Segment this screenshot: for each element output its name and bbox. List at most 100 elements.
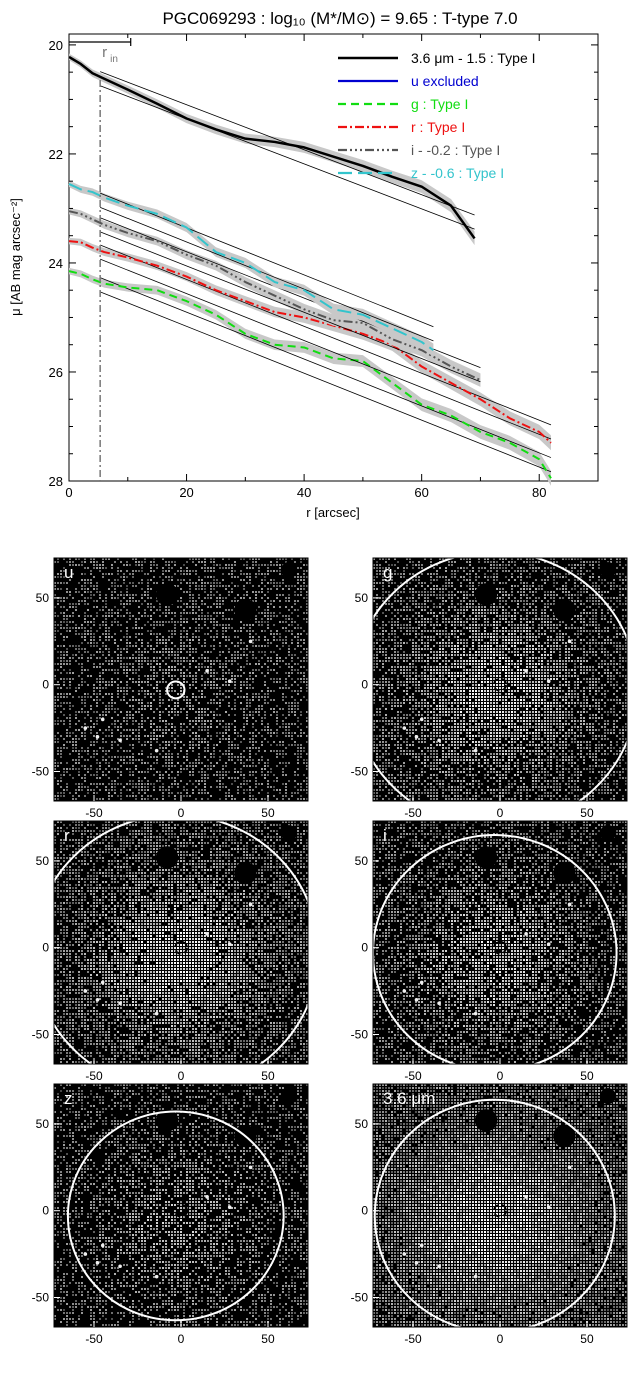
image-x-tick-label: 0 (178, 1332, 185, 1346)
masked-star (474, 846, 498, 869)
image-x-tick-label: 0 (497, 1332, 504, 1346)
bright-knot (524, 1195, 528, 1199)
image-x-tick-label: -50 (404, 1332, 422, 1346)
fit-line (100, 206, 434, 342)
fit-line (100, 85, 475, 230)
masked-star (553, 1124, 576, 1148)
bright-knot (95, 734, 100, 739)
x-tick-label: 80 (532, 485, 546, 500)
image-x-tick-label: -50 (404, 806, 422, 820)
masked-star (474, 1109, 498, 1132)
image-panel-4: z -50 -50 0 0 50 50 (32, 1083, 309, 1346)
image-x-tick-label: 0 (497, 1069, 504, 1083)
image-y-tick-label: 0 (42, 678, 49, 692)
aperture-ring (166, 680, 186, 700)
image-panel-3: i -50 -50 0 0 50 50 (351, 820, 628, 1083)
bright-knot (248, 902, 253, 907)
bright-knot (546, 1205, 551, 1210)
image-x-tick-label: 50 (261, 1069, 275, 1083)
image-y-tick-label: -50 (351, 764, 369, 778)
bright-knot (118, 738, 122, 743)
fit-line (100, 258, 552, 440)
image-x-tick-label: -50 (85, 1332, 103, 1346)
masked-star (280, 825, 297, 842)
masked-star (155, 846, 179, 869)
x-axis-label: r [arcsec] (306, 505, 359, 520)
image-panel-0: u -50 -50 0 0 50 50 (32, 557, 309, 820)
r-in-label: r (102, 44, 107, 61)
bright-knot (83, 1252, 88, 1256)
image-content (54, 1084, 308, 1327)
masked-star (599, 562, 616, 579)
image-y-tick-label: -50 (351, 1027, 369, 1041)
bright-knot (95, 997, 100, 1002)
panel-label: g (383, 563, 392, 582)
y-tick-label: 26 (49, 365, 63, 380)
series-band (69, 207, 481, 387)
image-panel-5: 3.6 μm -50 -50 0 0 50 50 (351, 1083, 628, 1346)
x-tick-label: 0 (65, 485, 72, 500)
masked-star (553, 598, 576, 622)
masked-star (599, 1088, 616, 1105)
bright-knot (546, 942, 551, 947)
legend-entry: z - -0.6 : Type I (411, 165, 504, 181)
image-content (373, 1084, 627, 1327)
plot-series (68, 53, 552, 486)
image-y-tick-label: 50 (355, 1117, 369, 1131)
plot-frame (68, 33, 599, 482)
panel-label: 3.6 μm (383, 1089, 435, 1108)
r-in-subscript: in (110, 54, 118, 65)
series-2 (68, 267, 552, 486)
legend: 3.6 μm - 1.5 : Type I u excluded g : Type … (338, 50, 536, 181)
series-band (69, 180, 434, 357)
center-marker (493, 940, 507, 955)
image-x-tick-label: 0 (178, 806, 185, 820)
center-marker (174, 940, 188, 955)
bright-knot (118, 1001, 122, 1006)
masked-star (599, 825, 616, 842)
image-y-tick-label: 50 (36, 1117, 50, 1131)
fit-line (100, 244, 552, 426)
x-tick-label: 20 (179, 485, 193, 500)
bright-knot (205, 932, 209, 936)
center-marker (493, 677, 507, 692)
legend-entry: r : Type I (411, 119, 465, 135)
image-panel-2: r -50 -50 0 0 50 50 (32, 820, 309, 1083)
bright-knot (402, 989, 407, 993)
bright-knot (414, 734, 419, 739)
masked-star (474, 583, 498, 606)
center-marker (174, 1203, 188, 1218)
bright-knot (248, 1165, 253, 1170)
image-content (54, 558, 308, 801)
series-line (68, 240, 552, 444)
image-y-tick-label: 0 (361, 941, 368, 955)
image-x-tick-label: -50 (85, 1069, 103, 1083)
fit-line (100, 231, 481, 383)
fit-line (100, 192, 434, 328)
fit-line (100, 277, 552, 458)
image-y-tick-label: -50 (32, 1290, 50, 1304)
masked-star (155, 1109, 179, 1132)
bright-knot (100, 980, 105, 985)
bright-knot (419, 980, 424, 985)
legend-entry: g : Type I (411, 96, 468, 112)
series-line (68, 183, 434, 351)
y-tick-label: 20 (49, 38, 63, 53)
bright-knot (473, 1011, 478, 1016)
image-x-tick-label: 50 (261, 806, 275, 820)
series-line (68, 210, 481, 382)
image-y-tick-label: 50 (36, 591, 50, 605)
image-y-tick-label: 50 (355, 854, 369, 868)
masked-star (280, 562, 297, 579)
fit-line (100, 291, 552, 473)
bright-knot (402, 1252, 407, 1256)
y-tick-label: 28 (49, 474, 63, 489)
aperture-ring (66, 1110, 285, 1322)
bright-knot (248, 639, 253, 644)
bright-knot (154, 748, 159, 753)
bright-knot (83, 726, 88, 730)
bright-knot (100, 1243, 105, 1248)
image-y-tick-label: 0 (361, 678, 368, 692)
bright-knot (83, 989, 88, 993)
